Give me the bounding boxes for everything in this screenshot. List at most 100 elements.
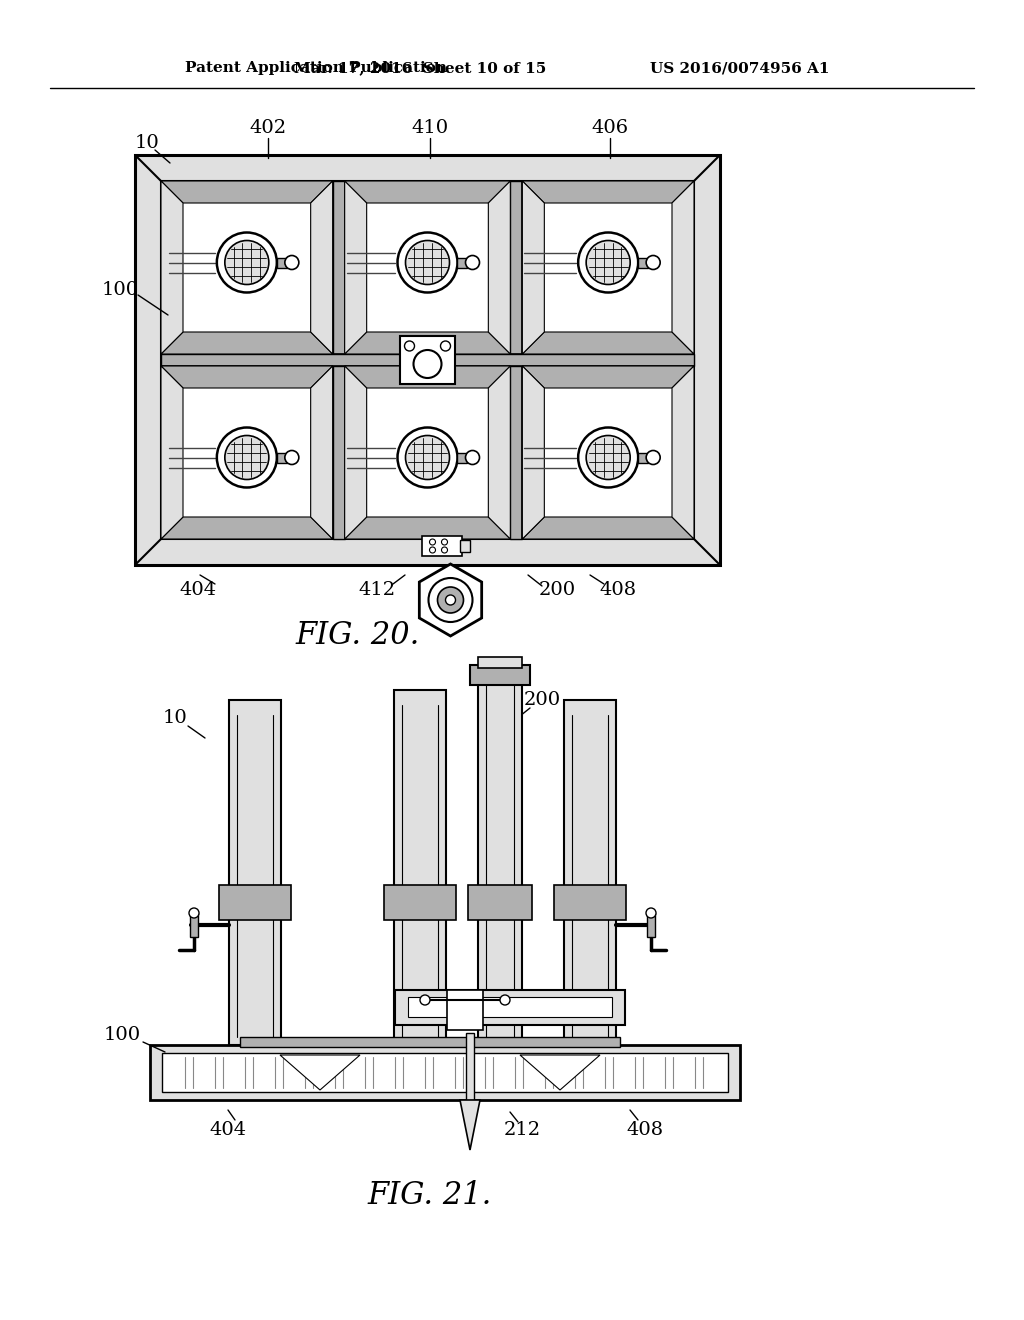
- Circle shape: [429, 539, 435, 545]
- Bar: [162, 1053, 728, 1092]
- Polygon shape: [345, 366, 510, 388]
- Circle shape: [646, 450, 660, 465]
- Bar: [276, 453, 287, 462]
- Circle shape: [225, 240, 269, 285]
- Polygon shape: [488, 366, 510, 539]
- Polygon shape: [161, 517, 333, 539]
- Bar: [395, 990, 625, 1026]
- Text: 404: 404: [179, 581, 216, 599]
- Circle shape: [397, 232, 458, 293]
- Text: 212: 212: [504, 1121, 541, 1139]
- Circle shape: [285, 256, 299, 269]
- Polygon shape: [522, 517, 694, 539]
- Bar: [554, 884, 626, 920]
- Text: 10: 10: [134, 135, 160, 152]
- Polygon shape: [161, 181, 333, 203]
- Text: FIG. 21.: FIG. 21.: [368, 1180, 493, 1210]
- Bar: [161, 354, 694, 366]
- Bar: [458, 453, 468, 462]
- Text: 100: 100: [103, 1026, 140, 1044]
- Polygon shape: [280, 1055, 360, 1090]
- Circle shape: [466, 450, 479, 465]
- Text: 402: 402: [250, 119, 287, 137]
- Polygon shape: [161, 181, 183, 354]
- Bar: [564, 700, 616, 1045]
- Bar: [461, 540, 470, 552]
- Text: 412: 412: [358, 581, 395, 599]
- Text: 408: 408: [599, 581, 637, 599]
- Circle shape: [217, 232, 276, 293]
- Polygon shape: [672, 181, 694, 354]
- Polygon shape: [161, 333, 333, 354]
- Polygon shape: [345, 181, 367, 354]
- Circle shape: [586, 436, 630, 479]
- Bar: [190, 913, 198, 937]
- Text: 406: 406: [592, 119, 629, 137]
- Polygon shape: [672, 366, 694, 539]
- Bar: [647, 913, 655, 937]
- Circle shape: [466, 256, 479, 269]
- Polygon shape: [345, 333, 510, 354]
- Polygon shape: [460, 1100, 480, 1150]
- Bar: [447, 990, 483, 1030]
- Circle shape: [406, 240, 450, 285]
- Polygon shape: [522, 366, 545, 539]
- Polygon shape: [522, 181, 694, 203]
- Circle shape: [285, 450, 299, 465]
- Bar: [150, 1045, 740, 1100]
- Circle shape: [189, 908, 199, 917]
- Circle shape: [579, 428, 638, 487]
- Bar: [458, 257, 468, 268]
- Bar: [478, 671, 522, 1045]
- Polygon shape: [345, 366, 367, 539]
- Bar: [638, 257, 648, 268]
- Polygon shape: [310, 366, 333, 539]
- Text: 200: 200: [523, 690, 560, 709]
- Text: 10: 10: [163, 709, 187, 727]
- Circle shape: [441, 539, 447, 545]
- Bar: [510, 181, 522, 539]
- Bar: [408, 997, 612, 1016]
- Circle shape: [579, 232, 638, 293]
- Text: FIG. 20.: FIG. 20.: [296, 619, 420, 651]
- Circle shape: [414, 350, 441, 378]
- Text: 200: 200: [539, 581, 575, 599]
- Bar: [394, 690, 446, 1045]
- Polygon shape: [161, 366, 333, 388]
- Circle shape: [397, 428, 458, 487]
- Bar: [400, 337, 455, 384]
- Bar: [384, 884, 456, 920]
- Bar: [468, 884, 532, 920]
- Polygon shape: [310, 181, 333, 354]
- Bar: [423, 536, 463, 556]
- Circle shape: [440, 341, 451, 351]
- Bar: [240, 1038, 620, 1047]
- Bar: [638, 453, 648, 462]
- Circle shape: [445, 595, 456, 605]
- Polygon shape: [522, 181, 545, 354]
- Text: US 2016/0074956 A1: US 2016/0074956 A1: [650, 61, 829, 75]
- Circle shape: [404, 341, 415, 351]
- Bar: [229, 700, 281, 1045]
- Text: 100: 100: [101, 281, 138, 300]
- Bar: [276, 257, 287, 268]
- Circle shape: [225, 436, 269, 479]
- Text: 408: 408: [627, 1121, 664, 1139]
- Circle shape: [420, 995, 430, 1005]
- Circle shape: [428, 578, 472, 622]
- Bar: [333, 181, 345, 539]
- Bar: [470, 665, 530, 685]
- Circle shape: [646, 256, 660, 269]
- Polygon shape: [520, 1055, 600, 1090]
- Polygon shape: [522, 366, 694, 388]
- Text: Patent Application Publication: Patent Application Publication: [185, 61, 447, 75]
- Polygon shape: [345, 181, 510, 203]
- Polygon shape: [161, 366, 183, 539]
- Text: Mar. 17, 2016  Sheet 10 of 15: Mar. 17, 2016 Sheet 10 of 15: [294, 61, 546, 75]
- Circle shape: [586, 240, 630, 285]
- Circle shape: [646, 908, 656, 917]
- Circle shape: [406, 436, 450, 479]
- Bar: [161, 181, 694, 539]
- Bar: [478, 657, 522, 668]
- Text: 410: 410: [412, 119, 449, 137]
